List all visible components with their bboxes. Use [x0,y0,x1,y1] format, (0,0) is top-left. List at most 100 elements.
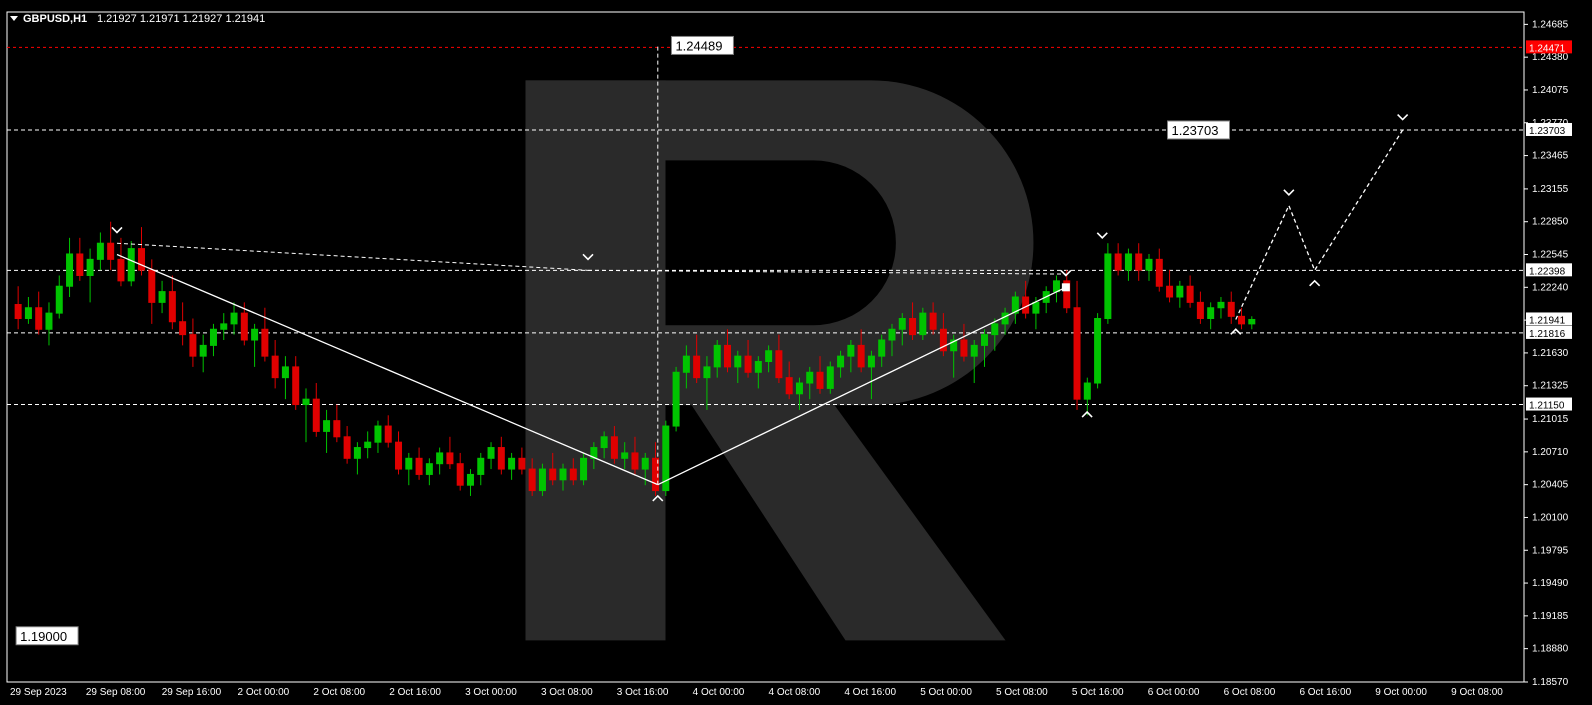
candle [1095,319,1101,384]
candle [1002,313,1008,324]
x-tick-label: 5 Oct 08:00 [996,687,1048,698]
candle [324,421,330,432]
candle [683,356,689,372]
candle [1228,302,1234,316]
y-tick-label: 1.18570 [1532,677,1569,688]
candle [642,458,648,469]
y-tick-label: 1.20710 [1532,447,1569,458]
candle [241,313,247,340]
y-tick-label: 1.22850 [1532,217,1569,228]
y-tick-label: 1.24075 [1532,85,1569,96]
candle [745,356,751,372]
candle [15,305,21,319]
candle [889,329,895,340]
price-box-label: 1.24489 [675,38,722,53]
candle [118,259,124,281]
candle [385,426,391,442]
y-marker-label: 1.21150 [1529,401,1565,412]
candle [735,356,741,367]
candle [46,313,52,329]
candle [1156,259,1162,286]
candle [180,322,186,335]
candle [1084,383,1090,399]
x-tick-label: 2 Oct 16:00 [389,687,441,698]
y-tick-label: 1.18880 [1532,644,1569,655]
y-marker-label: 1.21941 [1529,315,1566,326]
candle [858,345,864,367]
candle [67,254,73,286]
candle [714,345,720,367]
candle [961,340,967,356]
x-tick-label: 5 Oct 00:00 [920,687,972,698]
candle [807,372,813,383]
candle [1177,286,1183,297]
candle [930,313,936,329]
candle [560,469,566,480]
candle [159,292,165,303]
y-tick-label: 1.21325 [1532,381,1569,392]
candle [200,345,206,356]
candle [529,469,535,491]
chart-svg[interactable]: 1.246851.243801.240751.237701.234651.231… [0,0,1592,705]
candle [1239,316,1245,324]
candle [1197,302,1203,318]
y-tick-label: 1.23155 [1532,184,1569,195]
x-tick-label: 3 Oct 08:00 [541,687,593,698]
x-tick-label: 6 Oct 00:00 [1148,687,1200,698]
y-tick-label: 1.19490 [1532,578,1569,589]
candle [467,474,473,485]
x-tick-label: 29 Sep 08:00 [86,687,146,698]
y-tick-label: 1.19795 [1532,545,1569,556]
y-tick-label: 1.21630 [1532,348,1569,359]
candle [1208,308,1214,319]
candle [313,399,319,431]
candle [221,324,227,329]
candle [426,464,432,475]
candle [601,437,607,448]
candle [550,469,556,480]
candle [796,383,802,394]
candle [108,243,114,259]
candle [848,345,854,356]
candle [982,335,988,346]
y-marker-label: 1.21816 [1529,329,1566,340]
candle [375,426,381,442]
candle [334,421,340,437]
candle [694,356,700,378]
y-marker-label: 1.22398 [1529,266,1566,277]
x-tick-label: 4 Oct 16:00 [844,687,896,698]
candle [354,448,360,459]
y-marker-label: 1.23703 [1529,126,1566,137]
candle [498,448,504,470]
candle [210,329,216,345]
candle [539,469,545,491]
candle [1136,254,1142,270]
candle [87,259,93,275]
x-tick-label: 3 Oct 16:00 [617,687,669,698]
candle [776,351,782,378]
candle [704,367,710,378]
chart-title: GBPUSD,H11.21927 1.21971 1.21927 1.21941 [10,13,265,25]
price-box-label: 1.19000 [20,629,67,644]
candle [1105,254,1111,319]
x-tick-label: 9 Oct 00:00 [1375,687,1427,698]
x-tick-label: 4 Oct 00:00 [693,687,745,698]
candle [437,453,443,464]
candle [396,442,402,469]
candle [36,308,42,330]
candle [488,448,494,459]
y-tick-label: 1.22545 [1532,250,1569,261]
candle [1115,254,1121,270]
candle [1146,259,1152,270]
price-box-label: 1.23703 [1172,123,1219,138]
candle [611,437,617,459]
candle [827,367,833,389]
candle [910,319,916,335]
candle [766,351,772,362]
candle [25,308,31,319]
x-tick-label: 2 Oct 08:00 [313,687,365,698]
x-tick-label: 6 Oct 16:00 [1299,687,1351,698]
candle [478,458,484,474]
candle [570,469,576,480]
x-tick-label: 29 Sep 16:00 [162,687,222,698]
